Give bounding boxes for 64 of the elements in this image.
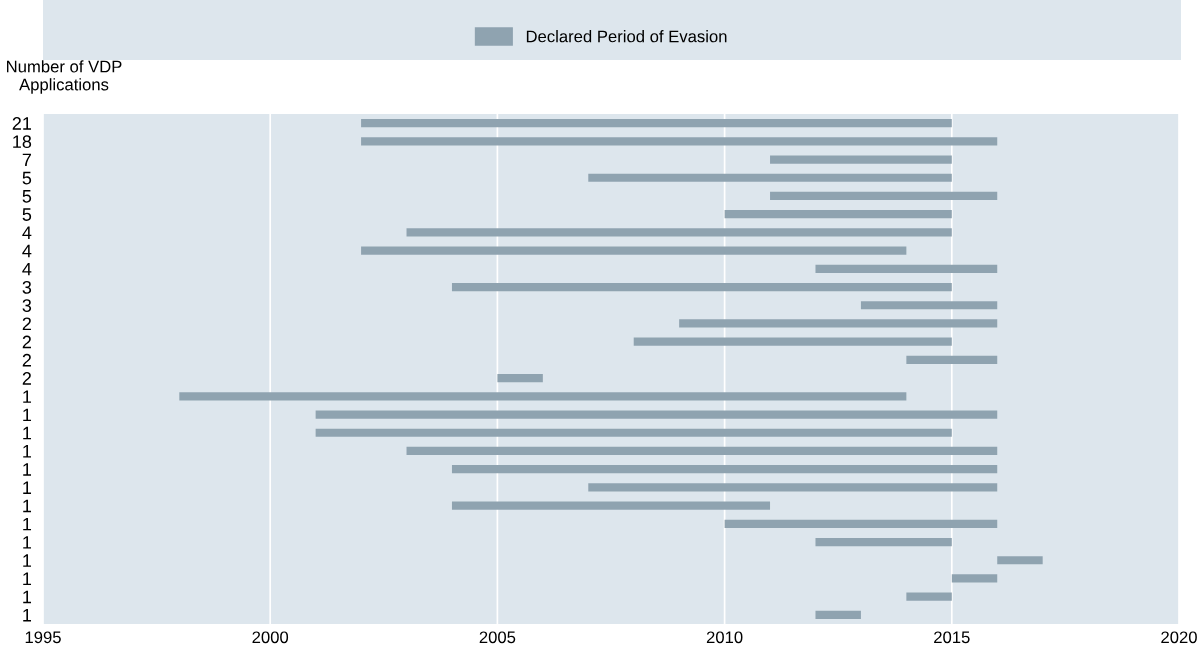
y-tick-label: 4 (22, 244, 32, 258)
bar (860, 301, 998, 310)
bar (451, 282, 952, 292)
x-tick-label: 2000 (252, 631, 289, 644)
bar (315, 410, 998, 419)
bar (315, 428, 952, 437)
x-tick-label: 2015 (934, 631, 970, 644)
x-tick-label: 1995 (25, 631, 61, 644)
y-tick-label: 4 (22, 226, 32, 239)
legend-label: Declared Period of Evasion (526, 30, 727, 43)
bar (724, 519, 998, 528)
bar (770, 155, 952, 164)
bar (406, 228, 952, 237)
y-tick-label: 1 (23, 499, 32, 513)
y-tick-label: 1 (23, 554, 32, 567)
y-tick-label: 1 (23, 390, 32, 403)
bar (679, 319, 998, 328)
x-tick-label: 2005 (479, 631, 516, 644)
bar (815, 537, 952, 547)
bar (361, 119, 952, 128)
y-tick-label: 5 (22, 190, 32, 203)
y-tick-label: 18 (13, 135, 32, 149)
bar (906, 355, 998, 364)
y-tick-label: 2 (22, 353, 31, 367)
y-tick-label: 1 (23, 408, 32, 422)
bar (815, 264, 998, 273)
y-tick-label: 1 (23, 590, 32, 604)
y-tick-label: 1 (23, 481, 32, 494)
bar (406, 446, 998, 456)
bar (588, 483, 998, 492)
y-tick-label: 1 (23, 463, 32, 476)
y-tick-label: 2 (22, 335, 31, 349)
bar (497, 374, 543, 383)
bar (179, 392, 907, 401)
y-tick-label: 1 (23, 426, 32, 440)
bar (451, 501, 771, 510)
y-tick-label: 3 (22, 280, 32, 294)
bar (770, 191, 998, 201)
y-tick-label: 1 (23, 517, 32, 531)
y-axis-title: Number of VDP Applications (7, 60, 122, 94)
bar (451, 465, 998, 474)
y-tick-label: 5 (22, 208, 32, 221)
bar (815, 610, 861, 619)
bar (906, 592, 952, 601)
bar (361, 246, 907, 255)
y-tick-label: 2 (22, 317, 31, 331)
bar (361, 137, 998, 146)
bar (724, 210, 952, 219)
y-tick-label: 5 (22, 171, 32, 185)
y-tick-label: 3 (22, 299, 32, 312)
y-tick-label: 1 (23, 572, 32, 586)
bar (997, 556, 1043, 565)
y-tick-label: 1 (23, 445, 32, 458)
y-tick-label: 1 (23, 536, 32, 549)
y-tick-label: 4 (22, 262, 32, 276)
bar (588, 173, 952, 182)
bar (633, 337, 952, 346)
x-tick-label: 2020 (1161, 631, 1197, 644)
y-tick-label: 1 (23, 609, 32, 622)
y-tick-label: 2 (22, 372, 31, 385)
y-tick-label: 7 (22, 153, 31, 167)
bar (951, 574, 998, 583)
y-tick-label: 21 (12, 117, 32, 130)
x-tick-label: 2010 (706, 631, 743, 644)
